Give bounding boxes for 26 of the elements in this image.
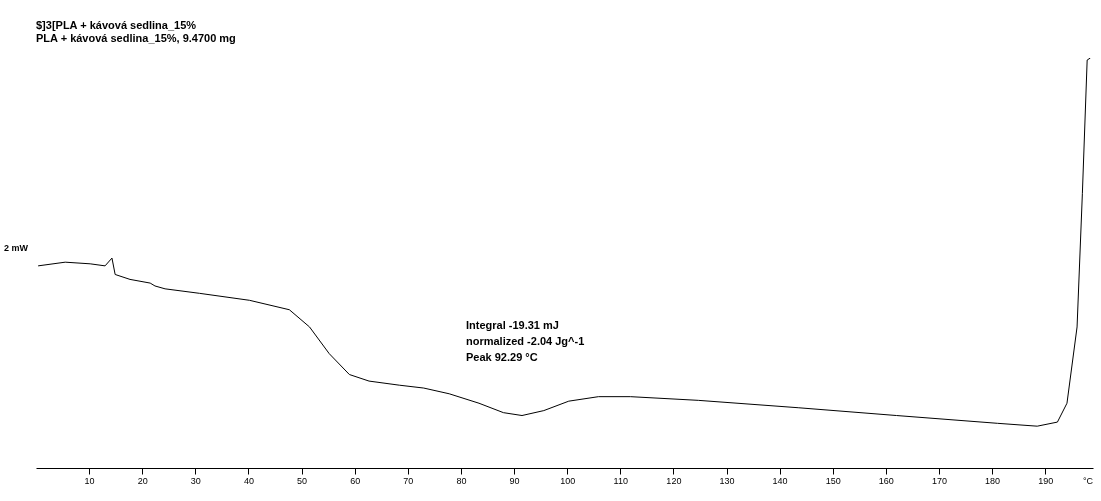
x-tick-label: 100: [560, 475, 576, 486]
x-tick-label: 150: [825, 475, 841, 486]
annotation: Peak 92.29 °C: [466, 351, 538, 363]
x-tick-label: 70: [403, 475, 414, 486]
x-tick-label: 180: [985, 475, 1001, 486]
x-axis-title: °C: [1082, 476, 1094, 486]
x-tick-label: 160: [878, 475, 894, 486]
annotation: normalized -2.04 Jg^-1: [466, 335, 585, 347]
x-tick-label: 130: [719, 475, 735, 486]
chart-subtitle: PLA + kávová sedlina_15%, 9.4700 mg: [36, 32, 236, 44]
x-tick-label: 50: [297, 475, 308, 486]
x-tick-label: 40: [243, 475, 254, 486]
x-tick-label: 170: [931, 475, 947, 486]
x-tick-label: 190: [1038, 475, 1054, 486]
y-axis-title: 2 mW: [3, 243, 29, 253]
x-tick-label: 80: [456, 475, 467, 486]
x-tick-label: 30: [190, 475, 201, 486]
x-tick-label: 20: [137, 475, 148, 486]
chart-title: $]3[PLA + kávová sedlina_15%: [36, 19, 197, 31]
x-tick-label: 140: [772, 475, 788, 486]
x-tick-label: 110: [613, 475, 628, 486]
x-tick-label: 60: [350, 475, 361, 486]
x-tick-label: 10: [84, 475, 95, 486]
annotation: Integral -19.31 mJ: [466, 319, 559, 331]
x-tick-label: 90: [509, 475, 520, 486]
x-tick-label: 120: [666, 475, 682, 486]
